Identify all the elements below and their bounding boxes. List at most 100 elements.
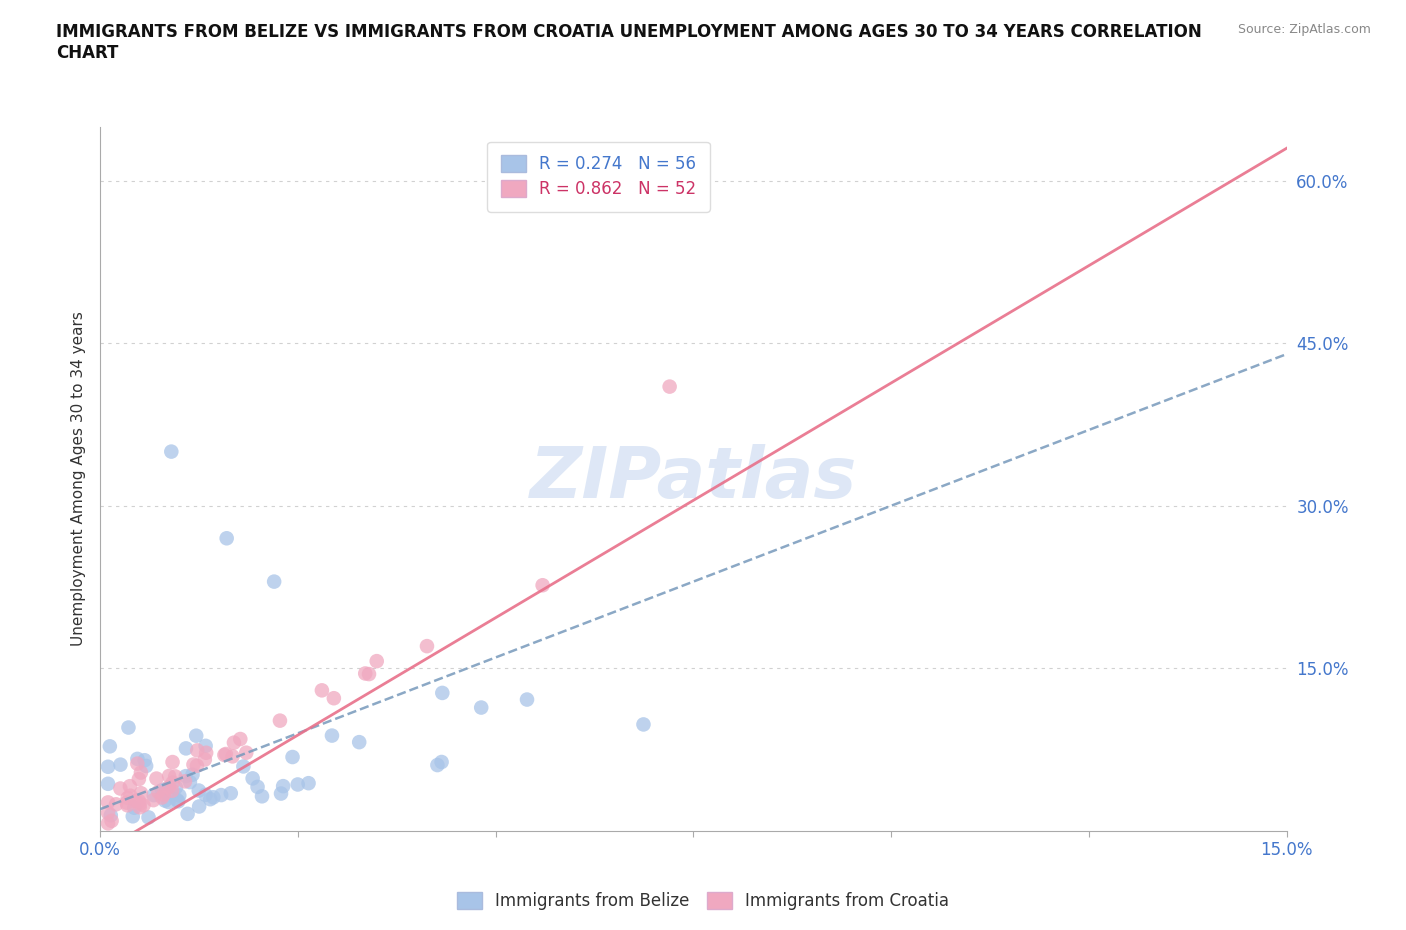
Point	[269, 713, 291, 728]
Point	[187, 783, 209, 798]
Point	[194, 788, 217, 803]
Point	[97, 805, 120, 820]
Point	[124, 801, 146, 816]
Point	[117, 720, 139, 735]
Point	[160, 445, 183, 459]
Point	[430, 754, 453, 769]
Point	[167, 794, 190, 809]
Point	[127, 756, 149, 771]
Point	[357, 667, 380, 682]
Point	[235, 745, 257, 760]
Point	[426, 758, 449, 773]
Point	[125, 793, 148, 808]
Point	[128, 793, 150, 808]
Point	[97, 777, 120, 791]
Point	[157, 794, 180, 809]
Point	[186, 728, 208, 743]
Point	[246, 779, 269, 794]
Point	[132, 798, 155, 813]
Point	[152, 787, 174, 802]
Point	[229, 732, 252, 747]
Point	[242, 771, 264, 786]
Y-axis label: Unemployment Among Ages 30 to 34 years: Unemployment Among Ages 30 to 34 years	[72, 312, 86, 646]
Point	[214, 748, 236, 763]
Point	[97, 759, 120, 774]
Point	[176, 806, 198, 821]
Point	[215, 531, 238, 546]
Point	[195, 745, 218, 760]
Text: IMMIGRANTS FROM BELIZE VS IMMIGRANTS FROM CROATIA UNEMPLOYMENT AMONG AGES 30 TO : IMMIGRANTS FROM BELIZE VS IMMIGRANTS FRO…	[56, 23, 1202, 62]
Point	[162, 754, 184, 769]
Point	[250, 789, 273, 804]
Point	[232, 759, 254, 774]
Point	[297, 776, 319, 790]
Point	[215, 747, 238, 762]
Point	[347, 735, 370, 750]
Point	[186, 743, 208, 758]
Point	[183, 757, 205, 772]
Point	[202, 790, 225, 804]
Point	[142, 788, 165, 803]
Point	[432, 685, 454, 700]
Point	[179, 775, 201, 790]
Point	[97, 795, 120, 810]
Point	[117, 790, 139, 805]
Point	[311, 683, 333, 698]
Point	[186, 758, 208, 773]
Point	[129, 786, 152, 801]
Point	[200, 791, 222, 806]
Point	[115, 795, 138, 810]
Point	[148, 785, 170, 800]
Point	[135, 759, 157, 774]
Point	[97, 816, 120, 830]
Point	[174, 741, 197, 756]
Point	[98, 739, 121, 754]
Point	[209, 788, 232, 803]
Point	[531, 578, 554, 592]
Point	[127, 751, 149, 766]
Legend: Immigrants from Belize, Immigrants from Croatia: Immigrants from Belize, Immigrants from …	[450, 885, 956, 917]
Point	[174, 769, 197, 784]
Point	[270, 786, 292, 801]
Point	[129, 765, 152, 780]
Point	[165, 769, 187, 784]
Point	[263, 574, 285, 589]
Point	[100, 814, 122, 829]
Point	[150, 790, 173, 805]
Point	[321, 728, 343, 743]
Point	[150, 783, 173, 798]
Point	[516, 692, 538, 707]
Point	[165, 792, 187, 807]
Text: ZIPatlas: ZIPatlas	[530, 445, 858, 513]
Point	[117, 798, 139, 813]
Point	[221, 749, 243, 764]
Point	[128, 800, 150, 815]
Point	[160, 783, 183, 798]
Point	[194, 752, 217, 767]
Point	[194, 738, 217, 753]
Point	[134, 752, 156, 767]
Point	[128, 772, 150, 787]
Point	[366, 654, 388, 669]
Point	[105, 797, 128, 812]
Point	[118, 778, 141, 793]
Point	[157, 768, 180, 783]
Text: Source: ZipAtlas.com: Source: ZipAtlas.com	[1237, 23, 1371, 36]
Point	[100, 808, 122, 823]
Point	[128, 796, 150, 811]
Point	[110, 757, 132, 772]
Point	[271, 778, 294, 793]
Point	[162, 776, 184, 790]
Point	[153, 793, 176, 808]
Point	[354, 666, 377, 681]
Point	[633, 717, 655, 732]
Point	[145, 771, 167, 786]
Point	[188, 799, 211, 814]
Point	[219, 786, 242, 801]
Point	[138, 810, 160, 825]
Point	[222, 736, 245, 751]
Point	[120, 789, 142, 804]
Point	[658, 379, 681, 394]
Point	[470, 700, 492, 715]
Point	[287, 777, 309, 792]
